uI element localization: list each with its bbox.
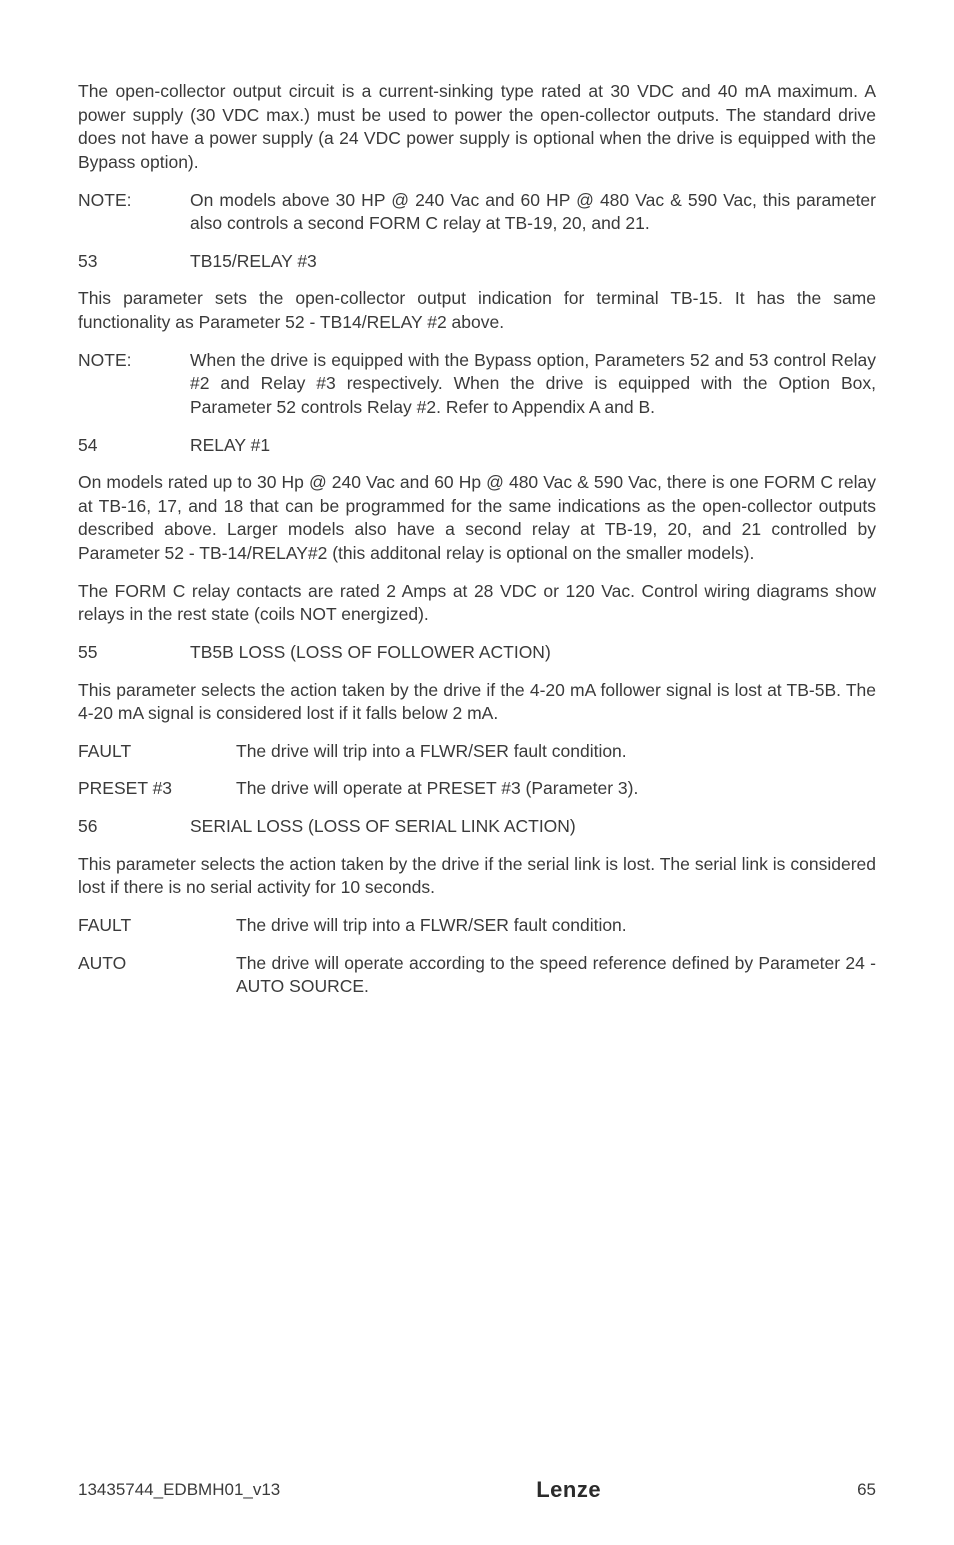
brand-logo: Lenze [536,1477,601,1503]
section-title: RELAY #1 [190,434,876,458]
definition-row: FAULT The drive will trip into a FLWR/SE… [78,914,876,938]
note-block: NOTE: When the drive is equipped with th… [78,349,876,420]
note-body: On models above 30 HP @ 240 Vac and 60 H… [190,189,876,236]
section-number: 54 [78,434,190,458]
body-paragraph: This parameter selects the action taken … [78,679,876,726]
body-paragraph: On models rated up to 30 Hp @ 240 Vac an… [78,471,876,566]
note-block: NOTE: On models above 30 HP @ 240 Vac an… [78,189,876,236]
definition-body: The drive will operate according to the … [236,952,876,999]
note-label: NOTE: [78,189,190,236]
section-number: 53 [78,250,190,274]
section-heading: 56 SERIAL LOSS (LOSS OF SERIAL LINK ACTI… [78,815,876,839]
page-number: 65 [857,1480,876,1500]
definition-term: FAULT [78,914,236,938]
definition-term: FAULT [78,740,236,764]
definition-body: The drive will trip into a FLWR/SER faul… [236,740,876,764]
definition-term: PRESET #3 [78,777,236,801]
note-label: NOTE: [78,349,190,420]
body-paragraph: The FORM C relay contacts are rated 2 Am… [78,580,876,627]
definition-row: PRESET #3 The drive will operate at PRES… [78,777,876,801]
section-title: SERIAL LOSS (LOSS OF SERIAL LINK ACTION) [190,815,876,839]
body-paragraph: The open-collector output circuit is a c… [78,80,876,175]
document-id: 13435744_EDBMH01_v13 [78,1480,280,1500]
body-paragraph: This parameter sets the open-collector o… [78,287,876,334]
definition-row: AUTO The drive will operate according to… [78,952,876,999]
section-title: TB15/RELAY #3 [190,250,876,274]
definition-body: The drive will operate at PRESET #3 (Par… [236,777,876,801]
section-heading: 53 TB15/RELAY #3 [78,250,876,274]
definition-row: FAULT The drive will trip into a FLWR/SE… [78,740,876,764]
definition-term: AUTO [78,952,236,999]
section-number: 55 [78,641,190,665]
page-footer: 13435744_EDBMH01_v13 Lenze 65 [78,1477,876,1503]
section-number: 56 [78,815,190,839]
section-heading: 55 TB5B LOSS (LOSS OF FOLLOWER ACTION) [78,641,876,665]
definition-body: The drive will trip into a FLWR/SER faul… [236,914,876,938]
page-content: The open-collector output circuit is a c… [0,0,954,999]
section-heading: 54 RELAY #1 [78,434,876,458]
body-paragraph: This parameter selects the action taken … [78,853,876,900]
note-body: When the drive is equipped with the Bypa… [190,349,876,420]
section-title: TB5B LOSS (LOSS OF FOLLOWER ACTION) [190,641,876,665]
